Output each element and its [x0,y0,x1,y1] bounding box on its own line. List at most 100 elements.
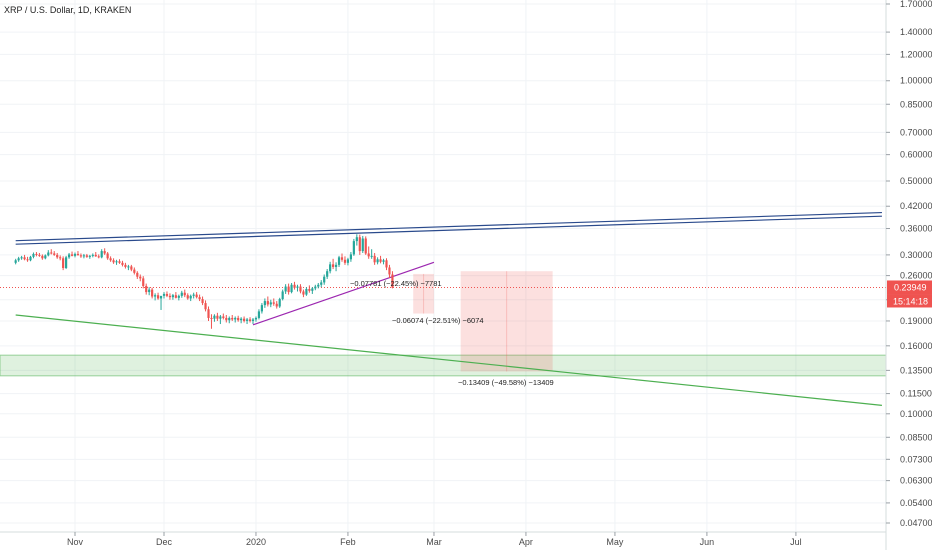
candle[interactable] [284,284,287,294]
candle[interactable] [379,255,382,264]
candle[interactable] [103,248,106,255]
candle[interactable] [109,256,112,262]
candle[interactable] [195,292,198,299]
candle[interactable] [234,316,237,323]
candle[interactable] [287,283,290,295]
candle[interactable] [50,249,53,255]
candle[interactable] [334,262,338,272]
candle[interactable] [76,251,80,256]
candle[interactable] [198,294,201,302]
candle[interactable] [388,264,391,278]
candle[interactable] [159,295,163,310]
candle[interactable] [275,301,278,309]
candle[interactable] [127,264,130,271]
candle[interactable] [343,256,347,265]
rising-support-trendline[interactable] [252,261,435,326]
candle[interactable] [124,262,127,269]
support-zone[interactable] [0,354,887,377]
candle[interactable] [121,260,124,267]
candle[interactable] [136,271,139,279]
upper-channel-a-trendline[interactable] [15,211,882,242]
candle[interactable] [302,289,305,298]
candle[interactable] [263,298,266,308]
price-axis[interactable]: 1.70000 1.40000 1.20000 1.00000 0.85000 0.700… [885,0,932,550]
long-term-support-trendline[interactable] [15,314,882,406]
candle[interactable] [382,258,385,265]
candle[interactable] [168,293,172,300]
candle[interactable] [293,281,296,290]
candle[interactable] [370,249,373,259]
candle[interactable] [17,256,20,262]
candle[interactable] [311,287,314,294]
candle[interactable] [115,259,118,265]
candle[interactable] [290,283,293,294]
candle[interactable] [67,252,71,259]
candle[interactable] [29,255,32,262]
candle[interactable] [317,283,320,289]
candle[interactable] [358,234,361,255]
candle[interactable] [222,313,225,320]
candle[interactable] [266,296,269,307]
candle[interactable] [346,257,350,266]
candle[interactable] [340,253,344,262]
candle[interactable] [320,280,323,288]
candle[interactable] [142,276,145,289]
candle[interactable] [97,254,100,259]
candle[interactable] [260,303,263,314]
candle[interactable] [296,284,299,292]
candle[interactable] [337,255,341,267]
candle[interactable] [41,254,44,260]
candle[interactable] [186,293,189,300]
candle[interactable] [148,287,151,296]
candle[interactable] [177,294,180,301]
candle[interactable] [216,312,219,321]
upper-channel-b-trendline[interactable] [15,215,882,245]
candle[interactable] [326,269,329,279]
candle[interactable] [165,291,169,298]
candle[interactable] [174,292,177,299]
candle[interactable] [62,256,65,271]
candle[interactable] [112,258,115,264]
candle[interactable] [70,251,74,257]
candle[interactable] [59,255,62,261]
candle[interactable] [65,255,68,270]
candle[interactable] [251,317,255,325]
candle[interactable] [332,258,335,270]
candle[interactable] [355,234,358,246]
candle[interactable] [183,289,186,298]
candle[interactable] [231,314,234,321]
candle[interactable] [385,258,388,271]
candle[interactable] [248,317,252,323]
candle[interactable] [210,314,213,329]
candle[interactable] [154,293,157,301]
time-axis[interactable]: Nov Dec 2020 Feb Mar Apr May Jun Jul [0,531,886,547]
candle[interactable] [240,317,243,324]
candle[interactable] [23,254,26,261]
candle[interactable] [376,257,379,265]
candle[interactable] [361,235,364,253]
candle[interactable] [349,252,352,262]
candle[interactable] [391,271,394,289]
candle[interactable] [106,252,109,260]
candle[interactable] [156,292,160,300]
candle[interactable] [237,315,240,322]
candle[interactable] [180,290,183,298]
candle[interactable] [269,299,272,308]
candle[interactable] [14,258,17,265]
candle[interactable] [213,314,216,322]
candle[interactable] [79,253,83,258]
candle[interactable] [364,236,367,255]
candle[interactable] [73,252,77,258]
candle[interactable] [88,254,91,259]
candle[interactable] [82,253,85,259]
candle[interactable] [257,309,261,320]
candle[interactable] [278,297,281,308]
candle[interactable] [314,284,317,291]
candle[interactable] [20,255,23,260]
candle[interactable] [225,314,228,323]
candle[interactable] [219,314,222,325]
candle[interactable] [162,292,166,299]
candle[interactable] [281,289,284,301]
candle[interactable] [56,252,59,259]
